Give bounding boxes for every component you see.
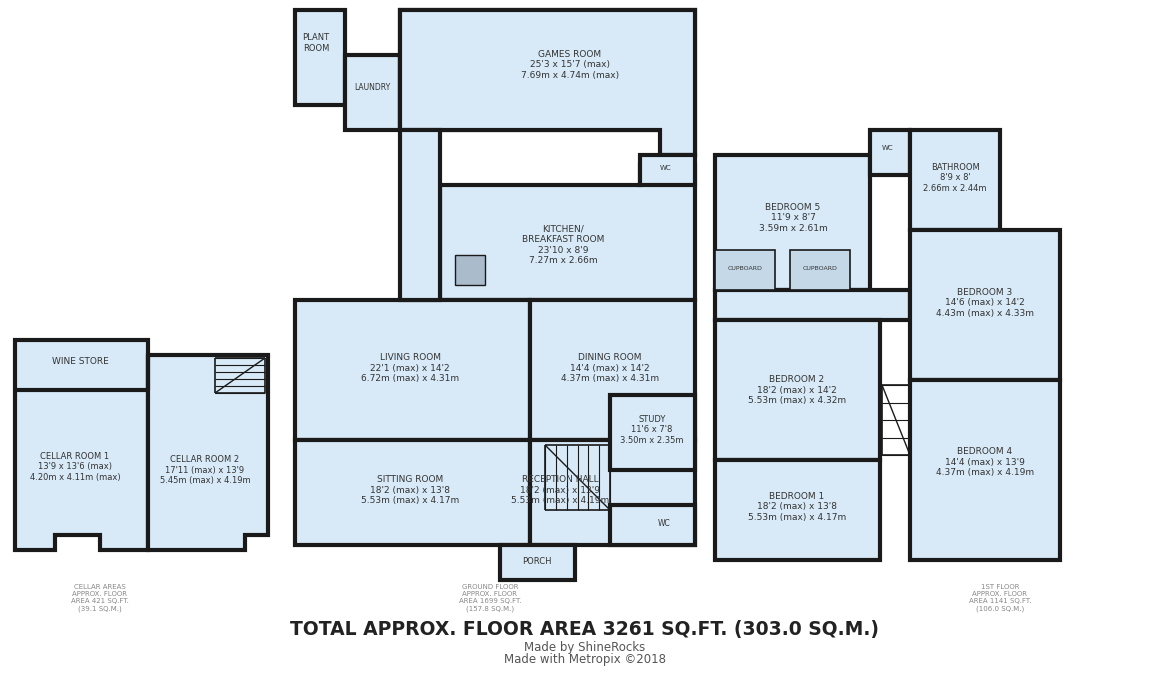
Text: SITTING ROOM
18'2 (max) x 13'8
5.53m (max) x 4.17m: SITTING ROOM 18'2 (max) x 13'8 5.53m (ma…: [360, 475, 459, 505]
Bar: [715, 460, 880, 560]
Text: BEDROOM 2
18'2 (max) x 14'2
5.53m (max) x 4.32m: BEDROOM 2 18'2 (max) x 14'2 5.53m (max) …: [748, 375, 846, 405]
Text: BEDROOM 1
18'2 (max) x 13'8
5.53m (max) x 4.17m: BEDROOM 1 18'2 (max) x 13'8 5.53m (max) …: [748, 492, 846, 522]
Text: WC: WC: [660, 165, 672, 171]
Text: WINE STORE: WINE STORE: [51, 357, 109, 367]
Polygon shape: [400, 10, 695, 155]
Text: GAMES ROOM
25'3 x 15'7 (max)
7.69m x 4.74m (max): GAMES ROOM 25'3 x 15'7 (max) 7.69m x 4.7…: [521, 50, 619, 80]
Text: DINING ROOM
14'4 (max) x 14'2
4.37m (max) x 4.31m: DINING ROOM 14'4 (max) x 14'2 4.37m (max…: [560, 353, 659, 383]
Text: STUDY
11'6 x 7'8
3.50m x 2.35m: STUDY 11'6 x 7'8 3.50m x 2.35m: [620, 415, 683, 445]
Bar: [910, 130, 1000, 230]
Bar: [910, 230, 1060, 380]
Polygon shape: [440, 165, 695, 300]
Text: KITCHEN/
BREAKFAST ROOM
23'10 x 8'9
7.27m x 2.66m: KITCHEN/ BREAKFAST ROOM 23'10 x 8'9 7.27…: [522, 225, 604, 265]
Bar: [715, 320, 880, 460]
Text: Made by ShineRocks: Made by ShineRocks: [524, 641, 646, 654]
Bar: [345, 55, 400, 130]
Text: GROUND FLOOR
APPROX. FLOOR
AREA 1699 SQ.FT.
(157.8 SQ.M.): GROUND FLOOR APPROX. FLOOR AREA 1699 SQ.…: [459, 584, 522, 612]
Text: LAUNDRY: LAUNDRY: [353, 83, 390, 92]
Bar: [610, 395, 695, 470]
Text: Made with Metropix ©2018: Made with Metropix ©2018: [504, 654, 666, 666]
Text: PLANT
ROOM: PLANT ROOM: [302, 33, 330, 53]
Bar: [715, 290, 910, 320]
Text: WC: WC: [882, 145, 894, 151]
Bar: [715, 250, 775, 290]
Text: PORCH: PORCH: [522, 557, 552, 567]
Bar: [715, 155, 870, 290]
Polygon shape: [400, 10, 695, 155]
Bar: [295, 10, 345, 105]
Bar: [790, 250, 849, 290]
Bar: [295, 300, 530, 440]
Bar: [295, 440, 530, 545]
Bar: [910, 380, 1060, 560]
Bar: [640, 155, 695, 185]
Text: CUPBOARD: CUPBOARD: [728, 266, 763, 271]
Text: CELLAR AREAS
APPROX. FLOOR
AREA 421 SQ.FT.
(39.1 SQ.M.): CELLAR AREAS APPROX. FLOOR AREA 421 SQ.F…: [71, 584, 129, 612]
Bar: [610, 505, 695, 545]
Text: BEDROOM 3
14'6 (max) x 14'2
4.43m (max) x 4.33m: BEDROOM 3 14'6 (max) x 14'2 4.43m (max) …: [936, 288, 1034, 318]
Bar: [455, 255, 486, 285]
Bar: [530, 300, 695, 440]
Bar: [870, 130, 910, 175]
Text: WC: WC: [658, 519, 670, 528]
Text: CELLAR ROOM 1
13'9 x 13'6 (max)
4.20m x 4.11m (max): CELLAR ROOM 1 13'9 x 13'6 (max) 4.20m x …: [29, 452, 121, 482]
Bar: [500, 545, 574, 580]
Text: BEDROOM 5
11'9 x 8'7
3.59m x 2.61m: BEDROOM 5 11'9 x 8'7 3.59m x 2.61m: [758, 203, 827, 233]
Text: CUPBOARD: CUPBOARD: [803, 266, 838, 271]
Text: RECEPTION HALL
18'2 (max) x 13'9
5.53m (max) x 4.19m: RECEPTION HALL 18'2 (max) x 13'9 5.53m (…: [511, 475, 610, 505]
Text: CELLAR ROOM 2
17'11 (max) x 13'9
5.45m (max) x 4.19m: CELLAR ROOM 2 17'11 (max) x 13'9 5.45m (…: [159, 455, 250, 485]
Polygon shape: [15, 340, 147, 550]
Text: LIVING ROOM
22'1 (max) x 14'2
6.72m (max) x 4.31m: LIVING ROOM 22'1 (max) x 14'2 6.72m (max…: [360, 353, 459, 383]
Bar: [530, 440, 695, 545]
Polygon shape: [147, 355, 268, 550]
Text: TOTAL APPROX. FLOOR AREA 3261 SQ.FT. (303.0 SQ.M.): TOTAL APPROX. FLOOR AREA 3261 SQ.FT. (30…: [290, 620, 880, 639]
Bar: [400, 130, 440, 300]
Text: BEDROOM 4
14'4 (max) x 13'9
4.37m (max) x 4.19m: BEDROOM 4 14'4 (max) x 13'9 4.37m (max) …: [936, 447, 1034, 477]
Text: 1ST FLOOR
APPROX. FLOOR
AREA 1141 SQ.FT.
(106.0 SQ.M.): 1ST FLOOR APPROX. FLOOR AREA 1141 SQ.FT.…: [969, 584, 1031, 612]
Text: BATHROOM
8'9 x 8'
2.66m x 2.44m: BATHROOM 8'9 x 8' 2.66m x 2.44m: [923, 163, 986, 193]
